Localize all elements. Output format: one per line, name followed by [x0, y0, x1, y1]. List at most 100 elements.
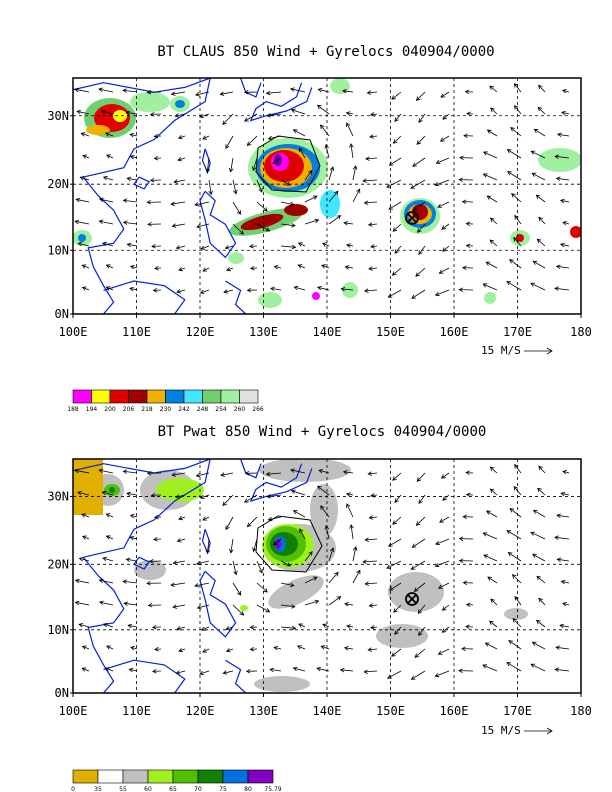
colorbar-label: 55 [119, 786, 127, 792]
wind-vector [74, 219, 90, 225]
wind-vector [352, 165, 358, 181]
wind-vector [220, 472, 234, 477]
wind-vector [532, 553, 546, 562]
wind-vector [176, 289, 186, 294]
wind-vector [280, 604, 296, 609]
wind-vector [289, 87, 306, 93]
wind-vector [98, 578, 114, 584]
colorbar-swatch [202, 389, 222, 404]
wind-vector [537, 106, 546, 115]
pwat-field-greens [104, 478, 314, 611]
wind-vector [172, 604, 186, 609]
wind-vector [105, 286, 114, 291]
colorbar-swatch [91, 389, 111, 404]
lon-tick-label: 110E [122, 325, 151, 339]
wind-vector [345, 111, 354, 116]
wind-vector [509, 259, 522, 269]
wind-vector [175, 494, 186, 499]
wind-vector [244, 494, 258, 503]
wind-vector [199, 494, 210, 499]
wind-vector [483, 554, 498, 562]
lat-tick-label: 20N [47, 557, 69, 571]
wind-vector [362, 559, 378, 564]
wind-vector [304, 599, 320, 606]
wind-vector [74, 468, 90, 474]
wind-vector [466, 111, 474, 117]
wind-vector [346, 122, 354, 137]
panel-2-map [72, 458, 582, 694]
colorbar-swatch [183, 389, 203, 404]
wind-vector [106, 154, 114, 159]
wind-vector [290, 108, 306, 115]
wind-vector [290, 468, 306, 474]
wind-vector [196, 223, 210, 229]
wind-vector [148, 558, 162, 564]
wind-vector [435, 538, 450, 546]
wind-vector [101, 490, 114, 496]
coastline-segment [240, 459, 262, 479]
wind-vector [459, 155, 474, 160]
wind-vector [316, 285, 330, 291]
wind-vector [297, 242, 306, 247]
wind-vector [560, 579, 570, 585]
wind-vector [127, 623, 138, 629]
wind-vector [441, 626, 450, 633]
wind-vector [555, 176, 570, 181]
wind-vector [559, 623, 570, 629]
wind-vector [173, 179, 186, 184]
wind-vector [205, 157, 210, 174]
colorbar-label: 200 [104, 406, 116, 413]
wind-vector [463, 133, 474, 138]
wind-vector [199, 113, 210, 119]
wind-vector [194, 582, 210, 588]
wind-vector [105, 264, 114, 269]
wind-vector [465, 221, 474, 227]
wind-vector [489, 466, 498, 474]
coastline-segment [249, 82, 313, 122]
colorbar-swatch [128, 389, 148, 404]
wind-vector [461, 265, 474, 270]
panel-2-gyre-outline [255, 515, 323, 573]
wind-vector [340, 286, 354, 292]
panel-2-vector-ref-label: 15 M/S [481, 724, 521, 737]
wind-vector [102, 622, 114, 628]
colorbar-label: 65 [169, 786, 177, 792]
wind-vector [198, 670, 210, 676]
coastline-segment [133, 556, 151, 570]
wind-vector [556, 132, 570, 138]
wind-vector [352, 546, 358, 562]
wind-vector [246, 288, 258, 293]
wind-vector [225, 626, 234, 631]
wind-vector [328, 166, 335, 181]
wind-vector [149, 111, 162, 117]
colorbar-swatch [247, 769, 274, 784]
wind-vector [417, 604, 426, 614]
wind-vector [328, 547, 335, 562]
wind-vector [226, 267, 234, 272]
wind-vector [170, 201, 186, 206]
wind-vector [418, 113, 426, 123]
wind-vector [266, 494, 282, 499]
wind-vector [538, 597, 546, 606]
colorbar-label: 75.79 [264, 786, 281, 792]
wind-vector [368, 266, 378, 271]
wind-vector [105, 513, 114, 518]
wind-vector [224, 245, 234, 250]
wind-vector [304, 218, 320, 225]
wind-vector [153, 133, 162, 139]
wind-vector [81, 264, 90, 269]
wind-vector [554, 667, 570, 672]
wind-vector [418, 494, 426, 504]
lon-tick-label: 130E [249, 704, 278, 718]
colorbar-label: 75 [219, 786, 227, 792]
wind-vector [222, 670, 234, 675]
coastline-segment [83, 78, 211, 178]
wind-vector [151, 624, 162, 630]
wind-vector [514, 595, 522, 606]
wind-vector [367, 222, 378, 227]
wind-vector [129, 132, 138, 138]
wind-vector [349, 524, 354, 540]
wind-vector [125, 110, 138, 116]
wind-vector [535, 194, 546, 203]
wind-vector [328, 596, 342, 606]
